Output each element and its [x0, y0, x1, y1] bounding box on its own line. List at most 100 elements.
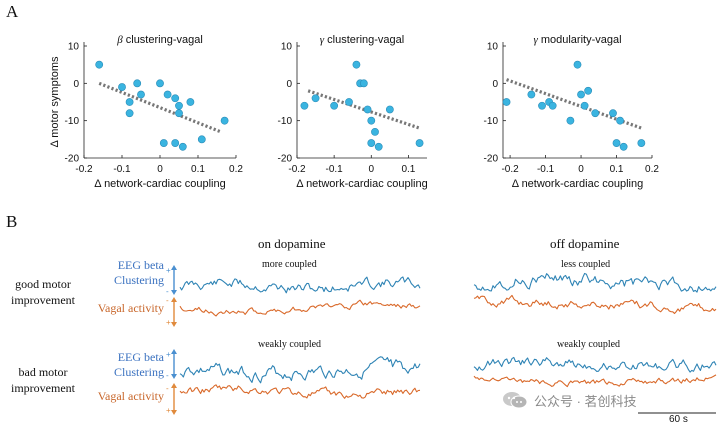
x-tick-label: -0.1: [326, 164, 344, 175]
x-axis-label: Δ network-cardiac coupling: [94, 178, 225, 190]
data-point: [125, 98, 134, 106]
chart-title-greek: γ: [320, 34, 325, 46]
data-point: [415, 139, 424, 147]
vagal-label-row2: Vagal activity: [97, 389, 164, 403]
eeg-minus-row1: -: [166, 287, 169, 296]
row-label-bad: bad motor improvement: [4, 364, 82, 396]
data-point: [609, 109, 617, 118]
eeg-label-row1-line1: EEG beta: [117, 258, 164, 272]
eeg-arrow-row1-head-top: [171, 265, 177, 270]
vagal-arrow-row2-head-bottom: [171, 410, 177, 415]
chart-title-greek: γ: [533, 34, 538, 46]
column-heading-off-dopamine: off dopamine: [550, 236, 620, 251]
y-tick-label: -10: [278, 116, 293, 127]
eeg-trace-off-bad: [473, 356, 717, 373]
wechat-icon: [502, 390, 528, 410]
data-point: [171, 139, 180, 147]
data-point: [548, 101, 557, 110]
chart-title-2: γ clustering-vagal: [320, 34, 404, 46]
annotation-off-good: less coupled: [561, 259, 611, 270]
chart-title-greek: β: [116, 34, 123, 46]
x-tick-label: 0: [578, 164, 584, 175]
data-point: [580, 101, 589, 110]
x-tick-label: 0.1: [401, 164, 415, 175]
y-tick-label: 10: [487, 42, 499, 53]
row-label-good: good motor improvement: [4, 276, 82, 308]
row-label-good-line2: improvement: [11, 293, 75, 307]
x-tick-label: -0.1: [537, 164, 555, 175]
vagal-minus-row2: -: [166, 384, 169, 393]
data-point: [175, 109, 183, 118]
data-point: [171, 94, 180, 103]
data-point: [363, 105, 372, 114]
data-point: [311, 94, 320, 103]
eeg-plus-row1: +: [166, 266, 171, 275]
vagal-trace-on-good: [179, 299, 421, 317]
eeg-arrow-row2: [171, 349, 177, 379]
vagal-trace-off-bad: [473, 374, 717, 388]
eeg-minus-row2: -: [166, 371, 169, 380]
scatter-chart-1: β clustering-vagal -20 -10 0 10 -0.2 -0.1 0 0.1 0…: [49, 34, 243, 190]
y-tick-label: 0: [492, 79, 498, 90]
data-point: [577, 90, 585, 99]
chart-title-text: clustering-vagal: [123, 34, 203, 46]
data-point: [612, 139, 621, 147]
chart-title-text: modularity-vagal: [538, 34, 622, 46]
y-tick-label: -10: [484, 116, 499, 127]
y-tick-label: 0: [73, 79, 79, 90]
data-point: [352, 60, 361, 69]
data-point: [566, 116, 575, 125]
x-tick-label: 0.1: [191, 164, 205, 175]
x-tick-label: -0.2: [501, 164, 519, 175]
x-tick-label: 0.2: [645, 164, 659, 175]
scatter-charts: β clustering-vagal -20 -10 0 10 -0.2 -0.1 0 0.1 0…: [49, 34, 660, 190]
panel-b-letter: B: [6, 212, 18, 231]
eeg-trace-on-bad: [179, 356, 421, 384]
vagal-label-row1: Vagal activity: [97, 301, 164, 315]
x-tick-label: -0.1: [113, 164, 131, 175]
data-point: [159, 139, 168, 147]
data-point: [300, 101, 309, 110]
data-point: [619, 142, 628, 151]
eeg-plus-row2: +: [166, 350, 171, 359]
scale-bar-label: 60 s: [669, 414, 688, 425]
vagal-arrow-row1: [171, 297, 177, 327]
vagal-arrow-row1-head-top: [171, 297, 177, 302]
data-point: [137, 90, 145, 99]
data-point: [584, 86, 593, 95]
x-tick-label: -0.2: [288, 164, 306, 175]
eeg-label-row2: EEG beta Clustering: [92, 350, 164, 380]
data-point: [502, 98, 511, 106]
vagal-minus-row1: -: [166, 296, 169, 305]
data-point: [345, 98, 353, 106]
panel-a-letter: A: [6, 2, 19, 21]
x-tick-label: 0: [369, 164, 375, 175]
data-point: [359, 79, 368, 88]
x-tick-label: -0.2: [75, 164, 93, 175]
y-tick-label: -10: [65, 116, 80, 127]
eeg-label-row2-line2: Clustering: [114, 365, 164, 379]
y-tick-label: 10: [68, 42, 80, 53]
data-point: [125, 109, 134, 118]
chart-title-text: clustering-vagal: [324, 34, 404, 46]
eeg-arrow-row1-head-bottom: [171, 290, 177, 295]
y-tick-label: -20: [65, 154, 80, 165]
data-point: [133, 79, 142, 88]
vagal-arrow-row1-head-bottom: [171, 322, 177, 327]
data-point: [374, 142, 383, 151]
scatter-chart-3: γ modularity-vagal -20 -10 0 10 -0.2 -0.1 0 0.1 0…: [484, 34, 660, 190]
data-point: [330, 101, 339, 110]
data-point: [371, 127, 379, 136]
data-point: [367, 139, 376, 147]
x-axis-label: Δ network-cardiac coupling: [296, 178, 427, 190]
row-label-bad-line2: improvement: [11, 381, 75, 395]
data-point: [637, 139, 646, 147]
data-point: [156, 79, 164, 88]
data-point: [616, 116, 624, 125]
chart-title-1: β clustering-vagal: [116, 34, 203, 46]
data-point: [573, 60, 582, 69]
data-point: [591, 109, 600, 118]
data-point: [197, 135, 206, 144]
annotation-on-good: more coupled: [262, 259, 317, 270]
row-label-bad-line1: bad motor: [18, 365, 68, 379]
